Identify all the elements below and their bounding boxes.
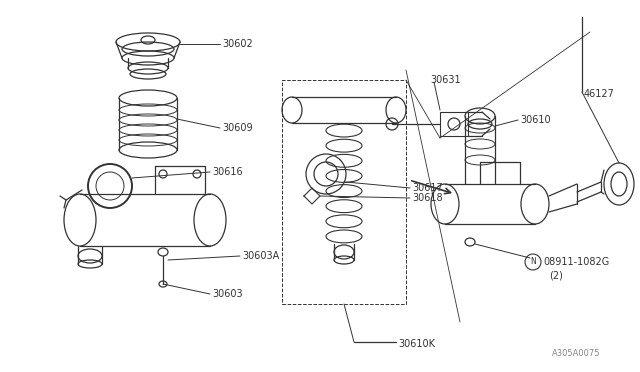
Text: 30602: 30602: [222, 39, 253, 49]
Text: 46127: 46127: [584, 89, 615, 99]
Text: 30609: 30609: [222, 123, 253, 133]
Text: 08911-1082G: 08911-1082G: [543, 257, 609, 267]
Text: 30603A: 30603A: [242, 251, 279, 261]
Text: 30603: 30603: [212, 289, 243, 299]
Text: 30631: 30631: [430, 75, 461, 85]
Text: 30610: 30610: [520, 115, 550, 125]
Bar: [440, 112, 468, 136]
Text: 30610K: 30610K: [398, 339, 435, 349]
Bar: [282, 80, 406, 304]
Text: 30618: 30618: [412, 193, 443, 203]
Text: A305A0075: A305A0075: [552, 350, 600, 359]
Text: 30616: 30616: [212, 167, 243, 177]
Text: N: N: [530, 257, 536, 266]
Text: (2): (2): [549, 271, 563, 281]
Text: 30617: 30617: [412, 183, 443, 193]
